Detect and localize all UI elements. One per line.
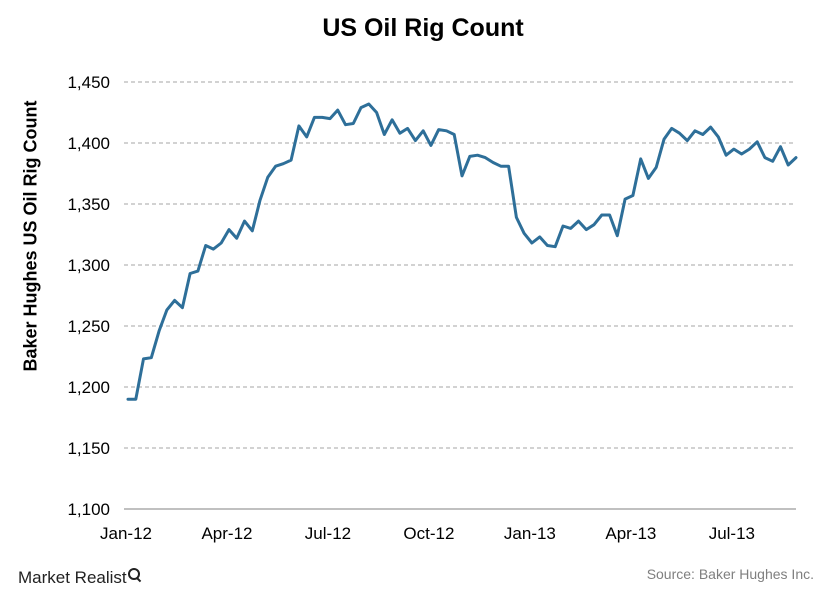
series-line	[126, 102, 798, 401]
gridlines	[124, 81, 796, 449]
source-note: Source: Baker Hughes Inc.	[646, 566, 814, 582]
x-tick-labels: Jan-12 Apr-12 Jul-12 Oct-12 Jan-13 Apr-13 Jul-…	[100, 524, 755, 543]
y-tick-label: 1,450	[67, 73, 110, 92]
y-tick-label: 1,200	[67, 378, 110, 397]
y-tick-label: 1,100	[67, 500, 110, 519]
y-tick-label: 1,400	[67, 134, 110, 153]
x-tick-label: Jul-13	[709, 524, 755, 543]
chart-title: US Oil Rig Count	[322, 14, 524, 42]
x-tick-label: Jan-13	[504, 524, 556, 543]
x-tick-label: Jul-12	[305, 524, 351, 543]
y-tick-label: 1,150	[67, 439, 110, 458]
y-tick-label: 1,300	[67, 256, 110, 275]
y-tick-label: 1,350	[67, 195, 110, 214]
magnifier-icon	[127, 568, 142, 582]
x-tick-label: Apr-12	[201, 524, 252, 543]
x-tick-label: Oct-12	[403, 524, 454, 543]
y-tick-label: 1,250	[67, 317, 110, 336]
y-tick-labels: 1,100 1,150 1,200 1,250 1,300 1,350 1,400 1,450	[67, 73, 110, 519]
market-realist-logo: Market Realist	[18, 568, 142, 588]
x-tick-label: Jan-12	[100, 524, 152, 543]
x-tick-label: Apr-13	[605, 524, 656, 543]
series-group	[126, 102, 798, 401]
